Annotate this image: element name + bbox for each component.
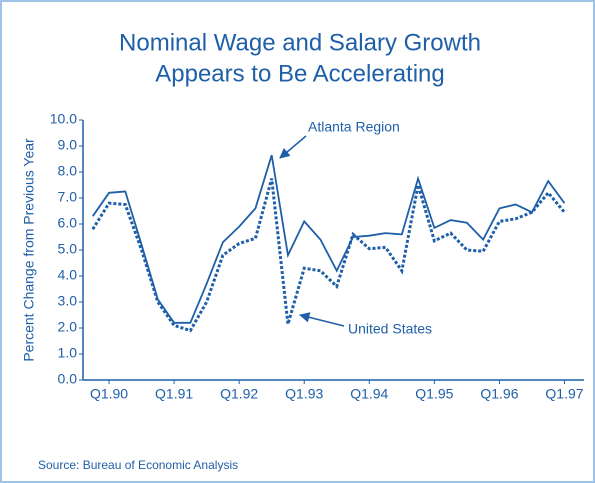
x-tick-label: Q1.91 [155,386,193,402]
y-tick-label: 7.0 [58,189,78,205]
y-tick-label: 1.0 [58,345,78,361]
x-tick-label: Q1.90 [90,386,128,402]
y-tick-label: 4.0 [58,267,78,283]
x-tick-label: Q1.92 [220,386,258,402]
chart-title: Nominal Wage and Salary Growth [119,29,481,56]
x-tick-label: Q1.95 [415,386,453,402]
y-tick-label: 0.0 [58,371,78,387]
x-tick-label: Q1.93 [285,386,323,402]
y-tick-label: 6.0 [58,215,78,231]
source: Source: Bureau of Economic Analysis [38,458,238,472]
y-tick-label: 3.0 [58,293,78,309]
x-tick-label: Q1.97 [545,386,583,402]
annotation: United States [348,321,432,337]
x-tick-label: Q1.96 [480,386,518,402]
y-tick-label: 5.0 [58,241,78,257]
x-tick-label: Q1.94 [350,386,388,402]
annotation: Atlanta Region [308,119,400,135]
arrow [279,135,307,159]
chart-title: Appears to Be Accelerating [155,60,445,87]
y-axis-label: Percent Change from Previous Year [21,138,37,362]
y-tick-label: 8.0 [58,163,78,179]
y-tick-label: 9.0 [58,137,78,153]
line [91,178,566,333]
arrow [298,312,345,327]
y-tick-label: 10.0 [50,111,77,127]
y-tick-label: 2.0 [58,319,78,335]
